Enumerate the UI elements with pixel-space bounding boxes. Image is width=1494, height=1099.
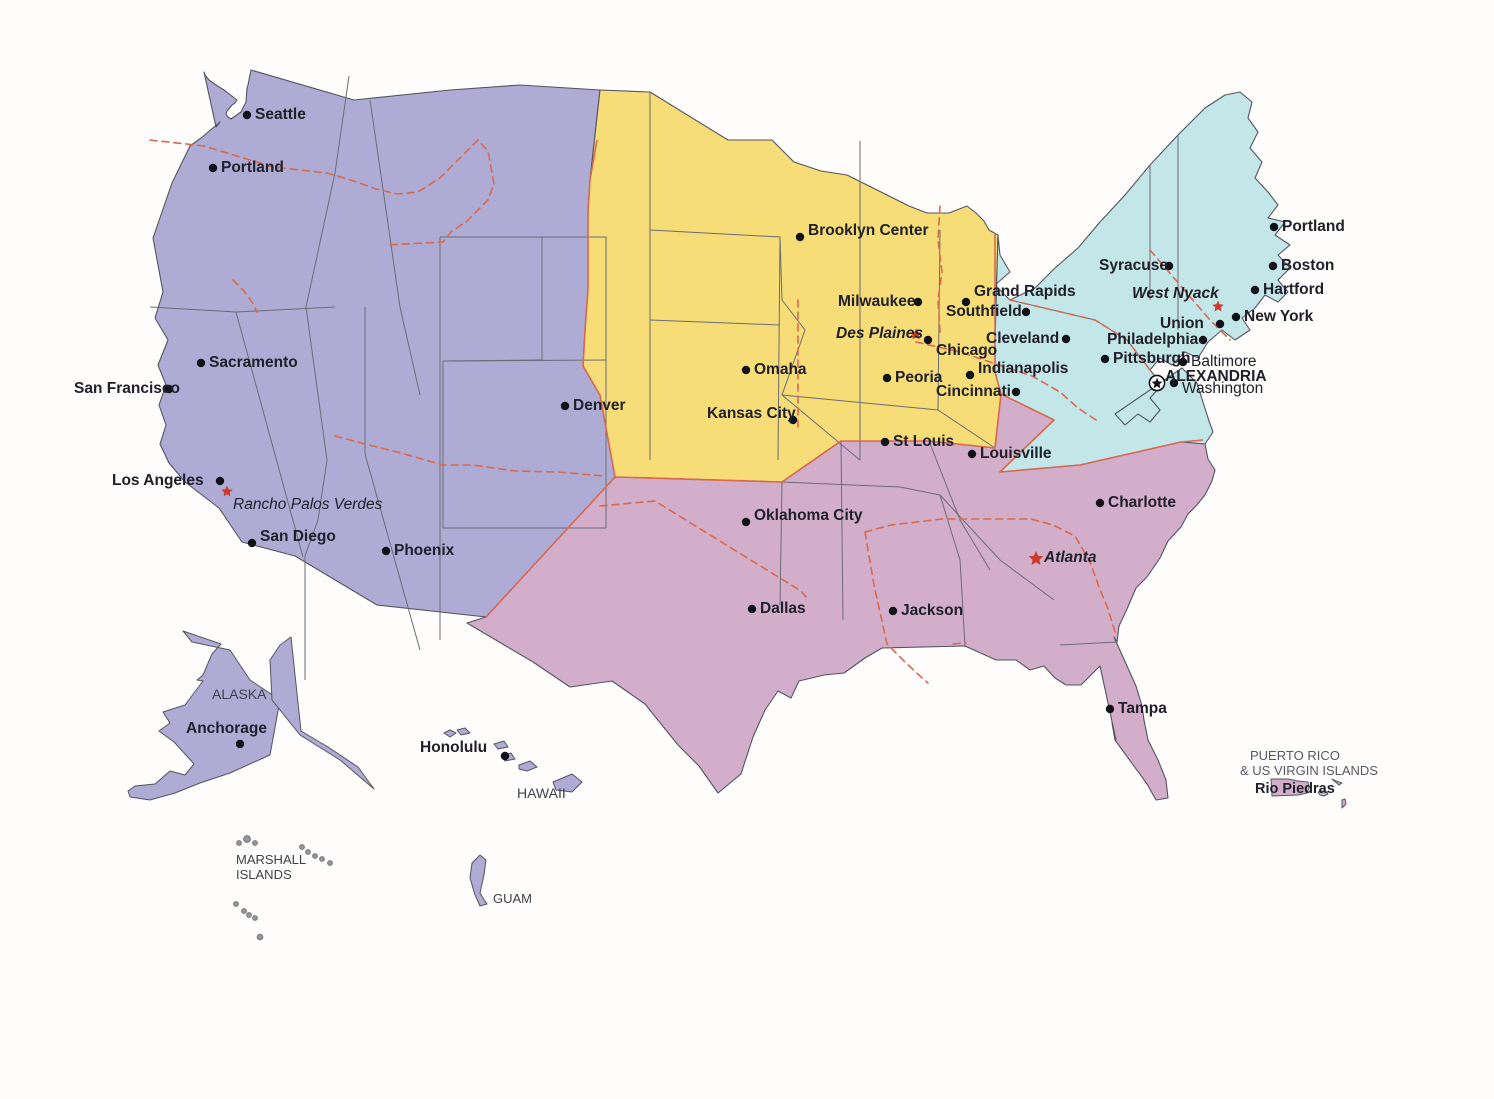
svg-text:MARSHALL: MARSHALL <box>236 852 306 867</box>
svg-text:Jackson: Jackson <box>901 602 963 619</box>
svg-text:Union: Union <box>1160 315 1204 332</box>
svg-text:San Diego: San Diego <box>260 528 336 545</box>
svg-text:Anchorage: Anchorage <box>186 720 267 737</box>
svg-text:Seattle: Seattle <box>255 106 306 123</box>
svg-text:Rio Piedras: Rio Piedras <box>1255 781 1335 797</box>
svg-text:Des Plaines: Des Plaines <box>836 325 923 342</box>
svg-text:New York: New York <box>1244 308 1314 325</box>
svg-text:Syracuse: Syracuse <box>1099 257 1168 274</box>
svg-text:Rancho Palos Verdes: Rancho Palos Verdes <box>233 496 383 513</box>
svg-text:Honolulu: Honolulu <box>420 739 487 756</box>
svg-text:Charlotte: Charlotte <box>1108 494 1176 511</box>
svg-text:Dallas: Dallas <box>760 600 806 617</box>
svg-text:San Francisco: San Francisco <box>74 380 180 397</box>
svg-text:Boston: Boston <box>1281 257 1334 274</box>
svg-text:Cleveland: Cleveland <box>986 330 1059 347</box>
svg-text:Brooklyn Center: Brooklyn Center <box>808 222 929 239</box>
svg-text:Grand Rapids: Grand Rapids <box>974 283 1076 300</box>
svg-text:Atlanta: Atlanta <box>1043 549 1097 566</box>
svg-text:ISLANDS: ISLANDS <box>236 867 292 882</box>
svg-text:Hartford: Hartford <box>1263 281 1324 298</box>
svg-text:Phoenix: Phoenix <box>394 542 455 559</box>
svg-text:ALASKA: ALASKA <box>212 686 267 702</box>
svg-text:PUERTO RICO: PUERTO RICO <box>1250 748 1340 763</box>
svg-text:Portland: Portland <box>1282 218 1345 235</box>
svg-text:Indianapolis: Indianapolis <box>978 360 1068 377</box>
svg-text:Portland: Portland <box>221 159 284 176</box>
svg-text:Milwaukee: Milwaukee <box>838 293 916 310</box>
svg-text:Philadelphia: Philadelphia <box>1107 331 1199 348</box>
svg-text:& US VIRGIN ISLANDS: & US VIRGIN ISLANDS <box>1240 763 1378 778</box>
svg-text:West Nyack: West Nyack <box>1132 285 1220 302</box>
svg-text:Tampa: Tampa <box>1118 700 1167 717</box>
svg-text:Sacramento: Sacramento <box>209 354 298 371</box>
svg-text:Denver: Denver <box>573 397 626 414</box>
svg-text:Pittsburgh: Pittsburgh <box>1113 350 1191 367</box>
svg-text:Omaha: Omaha <box>754 361 807 378</box>
svg-text:ALEXANDRIA: ALEXANDRIA <box>1165 368 1267 385</box>
svg-text:Los Angeles: Los Angeles <box>112 472 204 489</box>
svg-text:St Louis: St Louis <box>893 433 954 450</box>
svg-text:GUAM: GUAM <box>493 891 532 906</box>
svg-text:Southfield: Southfield <box>946 303 1022 320</box>
svg-text:HAWAII: HAWAII <box>517 785 566 801</box>
svg-text:Cincinnati: Cincinnati <box>936 383 1011 400</box>
svg-text:Oklahoma City: Oklahoma City <box>754 507 863 524</box>
svg-text:Louisville: Louisville <box>980 445 1052 462</box>
svg-text:Kansas City: Kansas City <box>707 405 796 422</box>
